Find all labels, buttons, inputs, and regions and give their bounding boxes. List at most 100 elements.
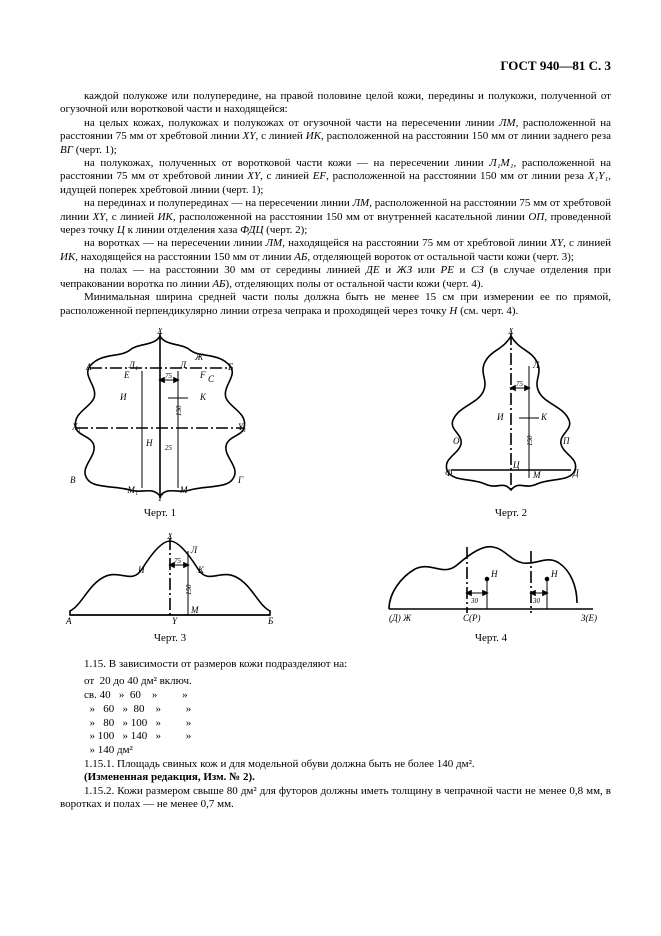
section-1-15: 1.15. В зависимости от размеров кожи под… [60,658,611,671]
svg-text:30: 30 [470,597,479,605]
svg-text:И: И [119,392,127,402]
main-text: каждой полукоже или полупередине, на пра… [60,90,611,318]
svg-text:А: А [85,362,92,372]
svg-text:К: К [199,392,207,402]
svg-text:М₁: М₁ [126,485,138,495]
para-6a: Минимальная ширина средней части полы до… [60,291,611,316]
caption-3: Черт. 3 [154,632,186,644]
svg-text:П: П [562,436,570,446]
para-1f: (черт. 1); [73,144,117,156]
svg-text:М: М [179,485,188,495]
svg-text:К: К [540,412,548,422]
para-5f: ), отделяющих полы от остальной части ко… [226,278,484,290]
para-4c: , с линией [563,237,611,249]
caption-1: Черт. 1 [144,507,176,519]
svg-text:X: X [507,328,514,336]
para-5a: на полах — на расстоянии 30 мм от середи… [84,264,366,276]
svg-text:С: С [208,374,215,384]
sym-ab-2: АБ [212,278,225,290]
figure-4: (Д) Ж С(Р) З(Е) Н Н 30 30 [371,533,611,628]
sym-ab: АБ [294,251,307,263]
sym-lm: ЛМ [499,117,516,129]
svg-text:Н: Н [490,569,498,579]
para-1a: каждой полукоже или полупередине, на пра… [60,90,611,115]
caption-4: Черт. 4 [475,632,507,644]
para-4b: , находящейся на расстоянии 75 мм от хре… [282,237,550,249]
svg-text:А: А [65,616,72,626]
svg-text:150: 150 [185,584,193,595]
svg-text:30: 30 [532,597,541,605]
svg-text:Л: Л [190,545,198,555]
figures-row-1: X Y А Б В Г X₁ Y₁ Л М Л₁ М₁ Ж E F И К С … [60,328,611,519]
svg-text:Y₁: Y₁ [238,422,246,432]
para-1b: на целых кожах, полукожах и полукожах от… [84,117,499,129]
size-line-4: » 100 » 140 » » [60,730,611,744]
sym-re: РЕ [441,264,454,276]
para-3f: к линии отделения хаза [125,224,240,236]
sym-fdc: ФДЦ [240,224,263,236]
sec-115-lead: 1.15. В зависимости от размеров кожи под… [60,658,611,671]
svg-text:З(Е): З(Е) [581,613,597,623]
svg-text:Л: Л [532,360,540,370]
page-header: ГОСТ 940—81 С. 3 [60,58,611,74]
para-1e: , расположенной на расстоянии 150 мм от … [321,130,611,142]
figure-2: X Л М И К О П Ф Д Ц 75 150 [411,328,611,503]
svg-text:X: X [166,533,173,541]
sym-lm-3: ЛМ [266,237,283,249]
svg-text:Ц: Ц [512,460,520,470]
sym-l1m1: Л₁М₁ [489,157,513,169]
para-4d: , находящейся на расстоянии 150 мм от ли… [75,251,294,263]
svg-text:Б: Б [267,616,274,626]
sym-ik-3: ИК [60,251,75,263]
para-2c: , с линией [260,170,313,182]
caption-2: Черт. 2 [495,507,527,519]
svg-text:Б: Б [227,362,234,372]
svg-text:В: В [70,475,76,485]
svg-text:E: E [123,370,130,380]
svg-text:Н: Н [145,438,153,448]
svg-text:Y: Y [157,493,163,503]
para-5d: и [454,264,471,276]
para-2a: на полукожах, полученных от воротковой ч… [84,157,489,169]
size-line-0: от 20 до 40 дм² включ. [60,675,611,689]
figure-1: X Y А Б В Г X₁ Y₁ Л М Л₁ М₁ Ж E F И К С … [60,328,260,503]
svg-text:М: М [532,470,541,480]
sym-xy4: XY [550,237,563,249]
sym-x1y1: X₁Y₁ [588,170,609,182]
para-3g: (черт. 2); [263,224,307,236]
sym-zhz: ЖЗ [397,264,413,276]
para-3c: , с линией [105,211,157,223]
svg-text:Л: Л [179,360,187,370]
svg-text:М: М [190,605,199,615]
sym-bg: ВГ [60,144,73,156]
para-5b: и [380,264,397,276]
svg-text:X: X [156,328,163,336]
size-line-5: » 140 дм² [60,744,611,758]
size-list: от 20 до 40 дм² включ. св. 40 » 60 » » »… [60,675,611,758]
para-4a: на воротках — на пересечении линии [84,237,266,249]
para-3a: на перединах и полуперединах — на пересе… [84,197,353,209]
sym-lm-2: ЛМ [353,197,370,209]
svg-text:150: 150 [175,405,183,416]
svg-text:X₁: X₁ [71,422,81,432]
svg-text:Y: Y [172,616,178,626]
svg-text:150: 150 [526,435,534,446]
sym-xy: XY [243,130,256,142]
svg-text:75: 75 [516,380,524,388]
figure-3: X Y А Б Л М И К 75 150 [60,533,280,628]
sec-1151: 1.15.1. Площадь свиных кож и для модельн… [60,758,611,771]
size-line-3: » 80 » 100 » » [60,717,611,731]
sym-xy2: XY [247,170,260,182]
sym-ik-2: ИК [158,211,173,223]
sym-ik: ИК [306,130,321,142]
svg-text:Д: Д [572,468,580,478]
figures-row-2: X Y А Б Л М И К 75 150 Черт. 3 [60,533,611,644]
section-1-15-tail: 1.15.1. Площадь свиных кож и для модельн… [60,758,611,812]
sec-1152: 1.15.2. Кожи размером свыше 80 дм² для ф… [60,785,611,812]
para-1d: , с линией [255,130,305,142]
svg-text:К: К [197,565,205,575]
sec-changed: (Измененная редакция, Изм. № 2). [60,771,611,784]
svg-text:75: 75 [165,372,173,380]
para-2d: , расположенной на расстоянии 150 мм от … [326,170,588,182]
svg-text:75: 75 [174,557,182,565]
